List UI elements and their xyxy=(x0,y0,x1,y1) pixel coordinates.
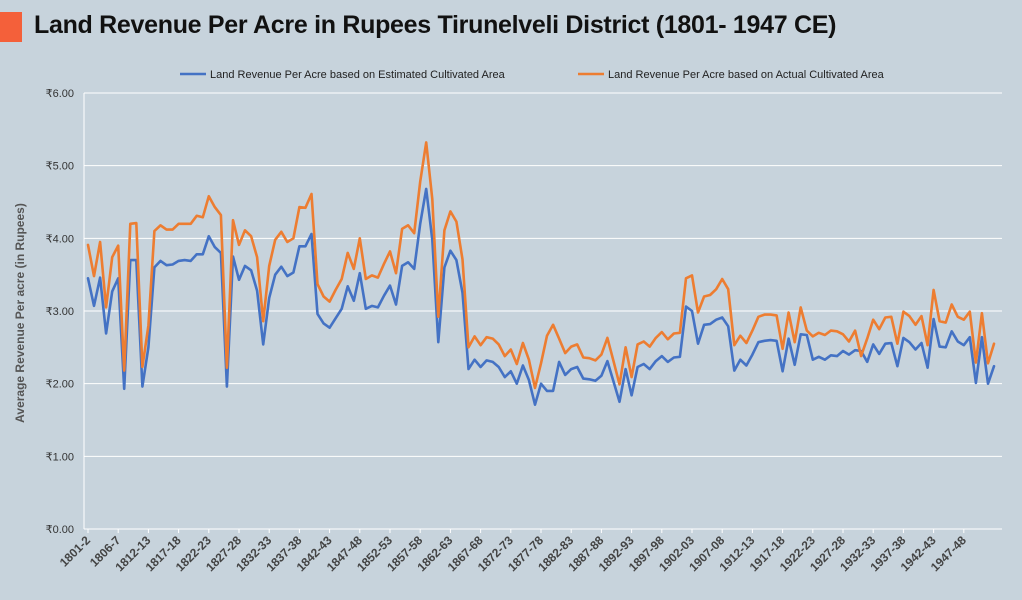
y-tick-label: ₹0.00 xyxy=(46,524,74,536)
y-tick-label: ₹5.00 xyxy=(46,161,74,173)
series-line-2 xyxy=(86,141,996,390)
legend-label-2: Land Revenue Per Acre based on Actual Cu… xyxy=(608,69,885,81)
title-accent-bar xyxy=(0,12,22,42)
x-axis-ticks: 1801-21806-71812-131817-181822-231827-28… xyxy=(57,529,969,574)
series-line-1 xyxy=(86,187,996,407)
y-tick-label: ₹1.00 xyxy=(46,451,74,463)
y-axis-label: Average Revenue Per acre (in Rupees) xyxy=(13,203,27,423)
y-tick-label: ₹3.00 xyxy=(46,306,74,318)
y-axis-ticks: ₹0.00 ₹1.00 ₹2.00 ₹3.00 ₹4.00 ₹5.00 ₹6.00 xyxy=(46,88,74,536)
page-title: Land Revenue Per Acre in Rupees Tirunelv… xyxy=(34,11,837,39)
legend-label-1: Land Revenue Per Acre based on Estimated… xyxy=(210,69,506,81)
x-tick-label: 1801-2 xyxy=(57,533,94,570)
title-bar: Land Revenue Per Acre in Rupees Tirunelv… xyxy=(0,0,1022,56)
chart-series xyxy=(86,141,996,407)
chart-axes xyxy=(83,93,1002,530)
y-tick-label: ₹4.00 xyxy=(46,233,74,245)
y-tick-label: ₹2.00 xyxy=(46,379,74,391)
chart-legend: Land Revenue Per Acre based on Estimated… xyxy=(180,69,885,81)
chart-gridlines xyxy=(84,92,1002,530)
y-tick-label: ₹6.00 xyxy=(46,88,74,100)
